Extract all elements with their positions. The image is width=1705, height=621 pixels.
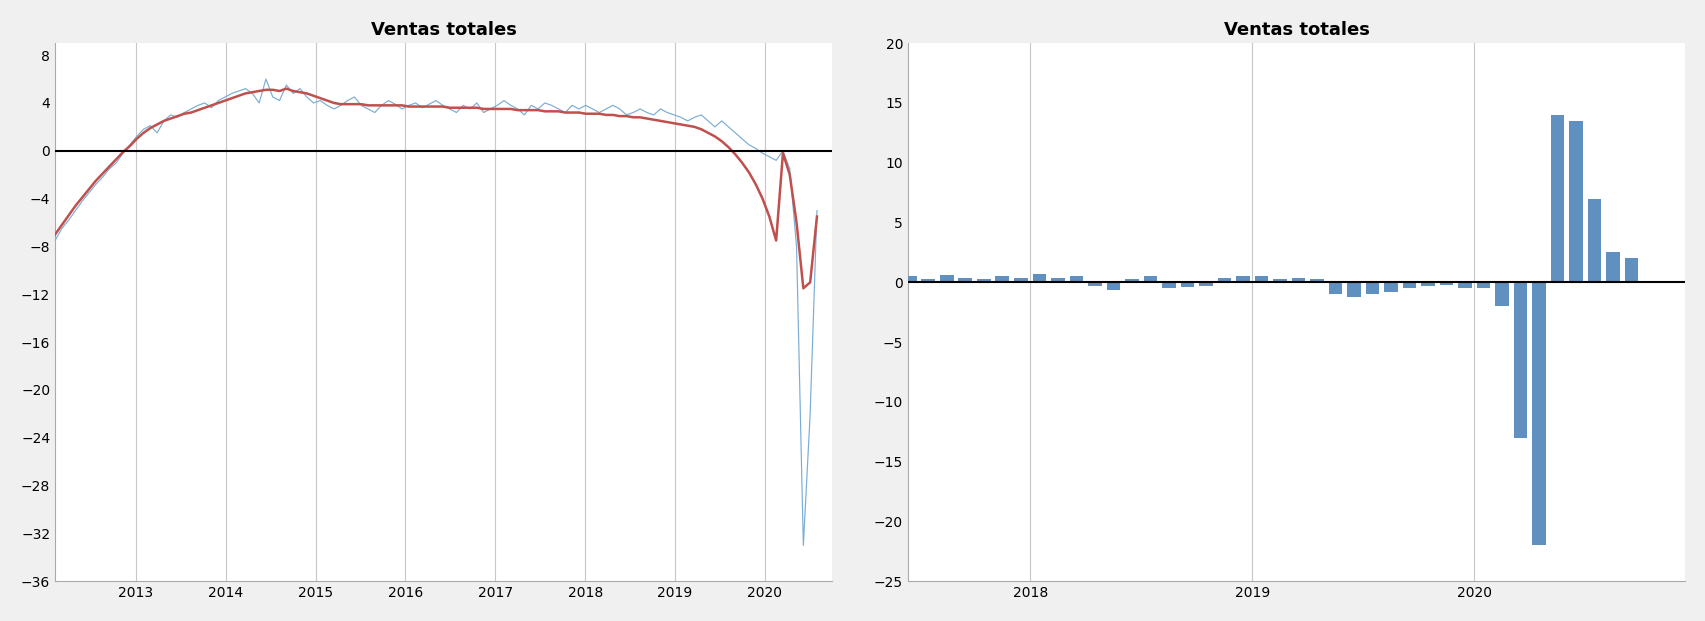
Bar <box>939 275 953 283</box>
Bar <box>1512 283 1526 438</box>
Bar <box>996 276 1009 283</box>
Bar <box>921 279 934 283</box>
Bar <box>1494 283 1507 306</box>
Bar <box>883 274 899 283</box>
Bar <box>1107 283 1120 289</box>
Bar <box>1569 121 1582 283</box>
Bar <box>1217 278 1231 283</box>
Bar <box>1458 283 1471 288</box>
Bar <box>1272 279 1286 283</box>
Bar <box>1347 283 1361 297</box>
Bar <box>1309 279 1323 283</box>
Bar <box>810 273 824 283</box>
Bar <box>1199 283 1212 286</box>
Bar <box>1253 276 1267 283</box>
Bar <box>829 276 842 283</box>
Bar <box>902 276 916 283</box>
Bar <box>1328 283 1342 294</box>
Bar <box>1623 258 1637 283</box>
Bar <box>1291 278 1304 283</box>
Bar <box>1050 278 1064 283</box>
Bar <box>866 278 880 283</box>
Bar <box>1550 115 1563 283</box>
Bar <box>1402 283 1415 288</box>
Bar <box>1420 283 1434 286</box>
Bar <box>1124 279 1139 283</box>
Bar <box>1383 283 1396 292</box>
Bar <box>1142 276 1156 283</box>
Bar <box>1013 278 1026 283</box>
Bar <box>1477 283 1490 288</box>
Bar <box>977 279 991 283</box>
Bar <box>1088 283 1101 286</box>
Bar <box>1032 274 1045 283</box>
Bar <box>1364 283 1379 294</box>
Title: Ventas totales: Ventas totales <box>1222 21 1369 39</box>
Bar <box>1531 283 1545 545</box>
Title: Ventas totales: Ventas totales <box>370 21 517 39</box>
Bar <box>1180 283 1194 287</box>
Bar <box>958 278 972 283</box>
Bar <box>1161 283 1175 288</box>
Bar <box>1069 276 1083 283</box>
Bar <box>1604 253 1620 283</box>
Bar <box>1439 283 1453 285</box>
Bar <box>1587 199 1601 283</box>
Bar <box>1236 276 1250 283</box>
Bar <box>847 275 861 283</box>
